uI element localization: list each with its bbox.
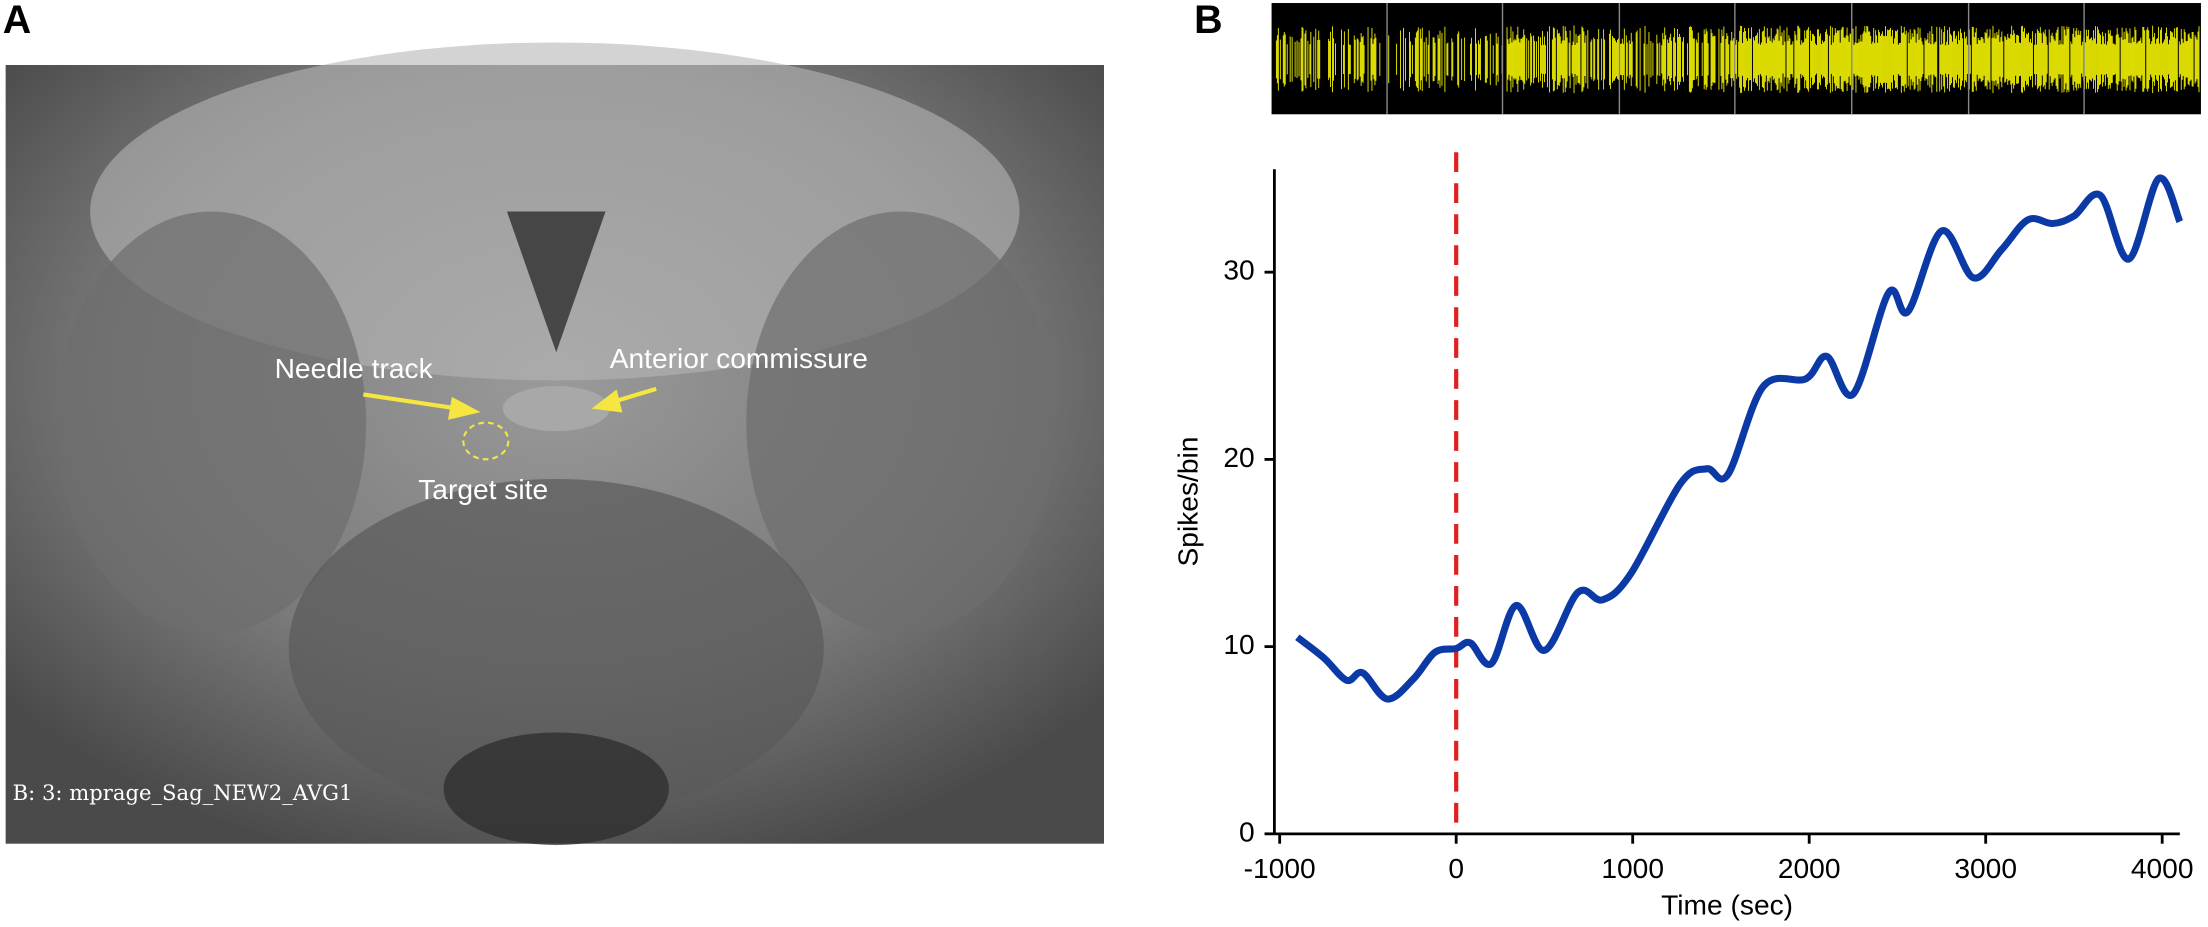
y-tick-label: 10 [1223,629,1254,660]
x-tick-label: -1000 [1244,853,1316,884]
x-tick-label: 4000 [2131,853,2194,884]
x-tick-label: 0 [1448,853,1464,884]
arrows [362,386,657,420]
y-tick-label: 30 [1223,255,1254,286]
panel-label: B [1194,0,1222,42]
annotation: Anterior commissure [610,343,868,374]
target-circle [462,421,510,461]
data-line [1295,174,2184,703]
image-caption: B: 3: mprage_Sag_NEW2_AVG1 [13,780,353,805]
annotation: Target site [418,474,548,505]
x-tick-label: 1000 [1601,853,1664,884]
spike-raster [1271,3,2201,115]
y-axis-label: Spikes/bin [1172,437,1203,567]
y-tick-label: 20 [1223,442,1254,473]
x-tick-label: 3000 [1954,853,2017,884]
x-tick-label: 2000 [1778,853,1841,884]
x-axis-label: Time (sec) [1661,890,1793,921]
panel-label: A [3,0,31,42]
raster-spikes [1275,25,2200,94]
mri-image [5,42,1104,846]
annotation: Needle track [275,353,434,384]
y-tick-label: 0 [1239,816,1255,847]
